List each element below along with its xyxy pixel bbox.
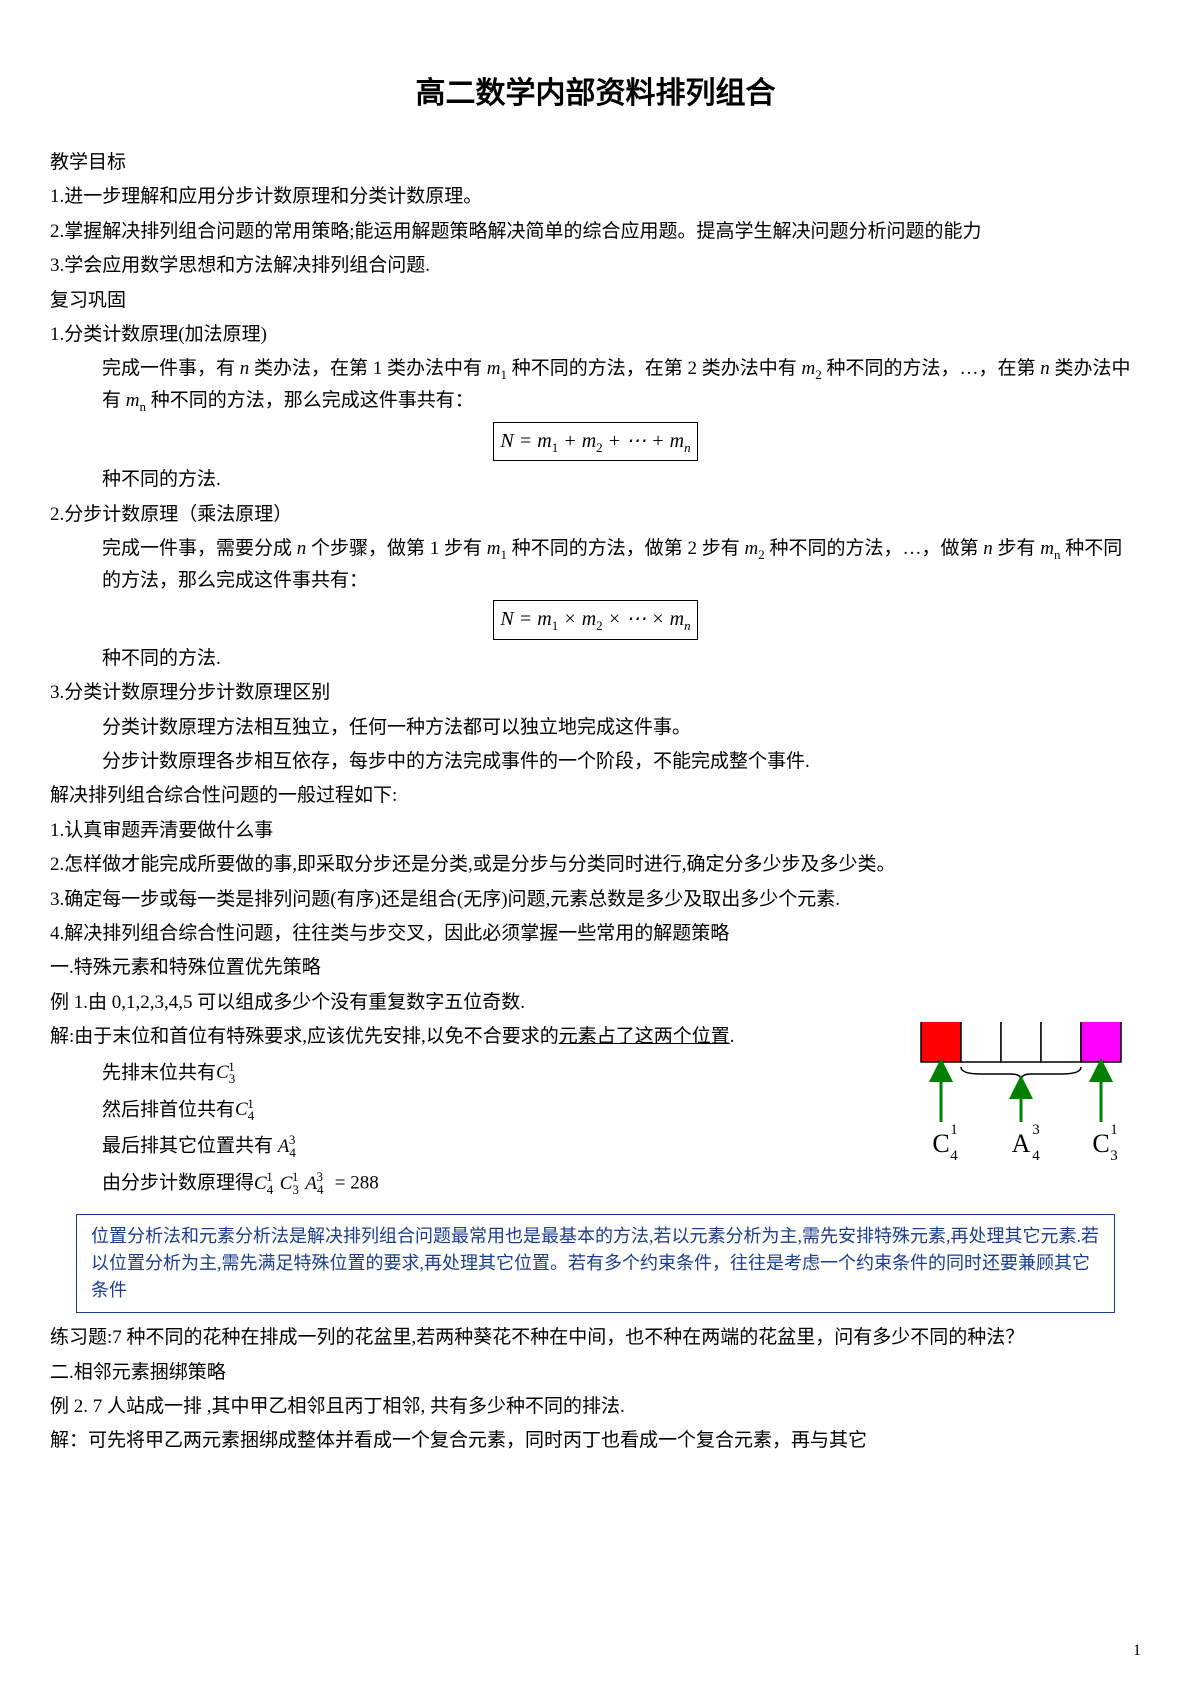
practice-label: 练习题: (50, 1327, 112, 1348)
text: 步有 (993, 538, 1041, 559)
text: 种不同的方法，…，做第 (765, 538, 984, 559)
strategy2-header: 二.相邻元素捆绑策略 (50, 1358, 1141, 1388)
principle1-title: 1.分类计数原理(加法原理) (50, 320, 1141, 350)
text: 类办法，在第 1 类办法中有 (249, 358, 487, 379)
tip-box-1: 位置分析法和元素分析法是解决排列组合问题最常用也是最基本的方法,若以元素分析为主… (76, 1214, 1115, 1313)
text: 由分步计数原理得 (102, 1173, 254, 1194)
var-mn: mn (126, 390, 146, 411)
strategy2-example: 例 2. 7 人站成一排 ,其中甲乙相邻且丙丁相邻, 共有多少种不同的排法. (50, 1392, 1141, 1422)
process-1: 1.认真审题弄清要做什么事 (50, 816, 1141, 846)
text: 个步骤，做第 1 步有 (306, 538, 487, 559)
var-m2: m2 (802, 358, 822, 379)
principle2-tail: 种不同的方法. (50, 644, 1141, 674)
var-n: n (1040, 358, 1050, 379)
var-n: n (983, 538, 993, 559)
a-4-3: A43 (278, 1136, 303, 1157)
underlined-text: 元素占了这两个位置 (559, 1026, 730, 1047)
review-header: 复习巩固 (50, 286, 1141, 316)
goal-2: 2.掌握解决排列组合问题的常用策略;能运用解题策略解决简单的综合应用题。提高学生… (50, 217, 1141, 247)
principle3-line1: 分类计数原理方法相互独立，任何一种方法都可以独立地完成这件事。 (50, 713, 1141, 743)
text: 先排末位共有 (102, 1062, 216, 1083)
principle1-tail: 种不同的方法. (50, 465, 1141, 495)
result-formula: C41C31A43 (254, 1173, 330, 1194)
text: 最后排其它位置共有 (102, 1136, 278, 1157)
principle1-formula: N = m1 + m2 + ⋯ + mn (50, 422, 1141, 462)
svg-text:1: 1 (950, 1122, 958, 1138)
principle2-body: 完成一件事，需要分成 n 个步骤，做第 1 步有 m1 种不同的方法，做第 2 … (50, 534, 1141, 596)
result-value: = 288 (330, 1173, 379, 1194)
strategy2-solution: 解：可先将甲乙两元素捆绑成整体并看成一个复合元素，同时丙丁也看成一个复合元素，再… (50, 1426, 1141, 1456)
text: . (730, 1026, 735, 1047)
var-n: n (297, 538, 307, 559)
svg-text:A: A (1012, 1129, 1031, 1158)
principle3-line2: 分步计数原理各步相互依存，每步中的方法完成事件的一个阶段，不能完成整个事件. (50, 747, 1141, 777)
var-m1: m1 (487, 358, 507, 379)
teaching-goals-header: 教学目标 (50, 148, 1141, 178)
page-title: 高二数学内部资料排列组合 (50, 70, 1141, 118)
principle1-body: 完成一件事，有 n 类办法，在第 1 类办法中有 m1 种不同的方法，在第 2 … (50, 354, 1141, 417)
strategy1-header: 一.特殊元素和特殊位置优先策略 (50, 953, 1141, 983)
svg-text:C: C (1092, 1129, 1109, 1158)
process-header: 解决排列组合综合性问题的一般过程如下: (50, 781, 1141, 811)
goal-1: 1.进一步理解和应用分步计数原理和分类计数原理。 (50, 182, 1141, 212)
var-mn: mn (1040, 538, 1060, 559)
text: 种不同的方法，…，在第 (822, 358, 1041, 379)
text: 然后排首位共有 (102, 1099, 235, 1120)
page-number: 1 (1133, 1638, 1141, 1664)
c-3-1: C31 (216, 1062, 242, 1083)
goal-3: 3.学会应用数学思想和方法解决排列组合问题. (50, 251, 1141, 281)
practice-1: 练习题:7 种不同的花种在排成一列的花盆里,若两种葵花不种在中间，也不种在两端的… (50, 1323, 1141, 1353)
var-m1: m1 (487, 538, 507, 559)
text: 种不同的方法，做第 2 步有 (507, 538, 745, 559)
svg-text:3: 3 (1032, 1122, 1040, 1138)
svg-text:4: 4 (950, 1148, 958, 1162)
principle2-formula: N = m1 × m2 × ⋯ × mn (50, 600, 1141, 640)
strategy1-example: 例 1.由 0,1,2,3,4,5 可以组成多少个没有重复数字五位奇数. (50, 988, 1141, 1018)
text: 种不同的方法，那么完成这件事共有： (146, 390, 474, 411)
text: 完成一件事，需要分成 (102, 538, 297, 559)
var-m2: m2 (745, 538, 765, 559)
var-n: n (240, 358, 250, 379)
svg-text:4: 4 (1032, 1148, 1040, 1162)
principle3-title: 3.分类计数原理分步计数原理区别 (50, 678, 1141, 708)
text: 解:由于末位和首位有特殊要求,应该优先安排,以免不合要求的 (50, 1026, 559, 1047)
principle2-title: 2.分步计数原理（乘法原理） (50, 500, 1141, 530)
c-4-1: C41 (235, 1099, 261, 1120)
process-4: 4.解决排列组合综合性问题，往往类与步交叉，因此必须掌握一些常用的解题策略 (50, 919, 1141, 949)
text: 完成一件事，有 (102, 358, 240, 379)
svg-text:C: C (932, 1129, 949, 1158)
svg-text:3: 3 (1110, 1148, 1118, 1162)
process-2: 2.怎样做才能完成所要做的事,即采取分步还是分类,或是分步与分类同时进行,确定分… (50, 850, 1141, 880)
process-3: 3.确定每一步或每一类是排列问题(有序)还是组合(无序)问题,元素总数是多少及取… (50, 885, 1141, 915)
practice-text: 7 种不同的花种在排成一列的花盆里,若两种葵花不种在中间，也不种在两端的花盆里，… (112, 1327, 1024, 1348)
text: 种不同的方法，在第 2 类办法中有 (507, 358, 802, 379)
svg-text:1: 1 (1110, 1122, 1118, 1138)
position-diagram: C 1 4 A 3 4 C 1 3 (911, 1022, 1141, 1172)
